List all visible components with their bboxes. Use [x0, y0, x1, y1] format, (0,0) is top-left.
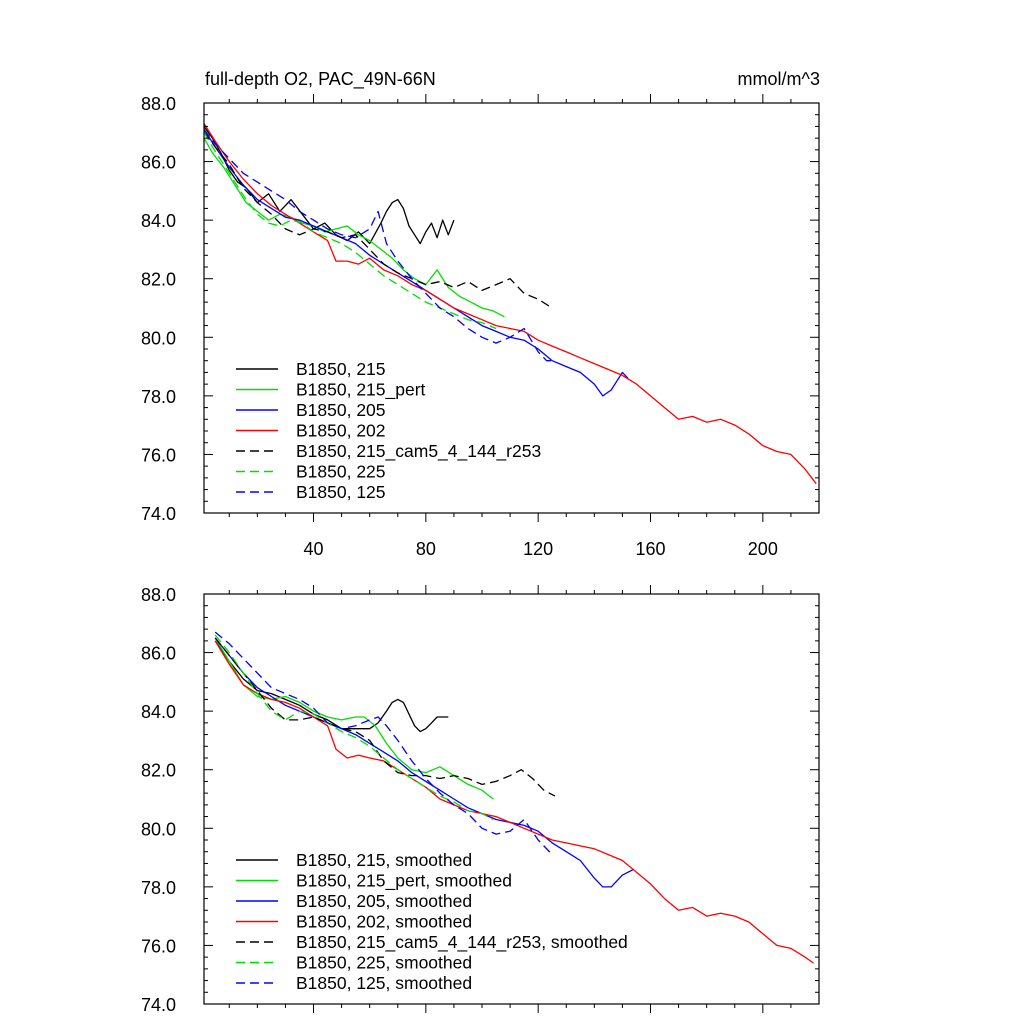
y-tick-label: 88.0	[141, 94, 176, 114]
top-panel-units: mmol/m^3	[738, 69, 820, 89]
top-panel-plot-frame	[203, 102, 820, 514]
y-tick-label: 80.0	[141, 328, 176, 348]
legend-label: B1850, 125	[296, 482, 386, 502]
series-line-5	[214, 637, 556, 797]
series-line-7	[203, 129, 555, 362]
series-line-5	[203, 131, 553, 309]
legend-label: B1850, 125, smoothed	[296, 973, 472, 993]
bottom-panel-axes: 74.0 76.0 78.0 80.0 82.0 84.0 86.0 88.0	[141, 585, 819, 1015]
legend-label: B1850, 202, smoothed	[296, 912, 472, 932]
legend-label: B1850, 215_pert, smoothed	[296, 871, 512, 892]
bottom-panel-plot-frame	[203, 593, 820, 1005]
y-tick-label: 74.0	[141, 995, 176, 1015]
y-tick-label: 82.0	[141, 761, 176, 781]
legend-label: B1850, 215_cam5_4_144_r253, smoothed	[296, 932, 628, 953]
series-line-4	[214, 640, 814, 964]
x-tick-label: 80	[416, 539, 436, 559]
y-tick-label: 84.0	[141, 702, 176, 722]
legend-label: B1850, 202	[296, 421, 386, 441]
y-tick-label: 86.0	[141, 153, 176, 173]
y-tick-label: 84.0	[141, 211, 176, 231]
legend-label: B1850, 215	[296, 359, 386, 379]
x-tick-label: 160	[635, 539, 665, 559]
legend-label: B1850, 225, smoothed	[296, 953, 472, 973]
y-tick-label: 88.0	[141, 585, 176, 605]
x-tick-label: 200	[748, 539, 778, 559]
legend-label: B1850, 205, smoothed	[296, 891, 472, 911]
top-panel: full-depth O2, PAC_49N-66N mmol/m^3 74.0…	[141, 69, 820, 559]
y-tick-label: 78.0	[141, 387, 176, 407]
legend-label: B1850, 225	[296, 462, 386, 482]
x-tick-label: 40	[304, 539, 324, 559]
y-tick-label: 86.0	[141, 644, 176, 664]
y-tick-label: 82.0	[141, 270, 176, 290]
series-line-4	[203, 123, 817, 485]
series-line-2	[214, 637, 494, 800]
series-line-1	[214, 640, 449, 733]
legend-label: B1850, 215_cam5_4_144_r253	[296, 441, 541, 462]
top-panel-axes: 74.0 76.0 78.0 80.0 82.0 84.0 86.0 88.0 40 80 120 1…	[141, 94, 819, 559]
legend-label: B1850, 215, smoothed	[296, 850, 472, 870]
y-tick-label: 74.0	[141, 504, 176, 524]
legend-label: B1850, 205	[296, 400, 386, 420]
series-line-6	[203, 131, 497, 330]
y-tick-label: 80.0	[141, 819, 176, 839]
x-tick-label: 120	[523, 539, 553, 559]
y-tick-label: 78.0	[141, 878, 176, 898]
y-tick-label: 76.0	[141, 936, 176, 956]
legend-label: B1850, 215_pert	[296, 380, 426, 401]
bottom-panel: 74.0 76.0 78.0 80.0 82.0 84.0 86.0 88.0 B1850, …	[141, 585, 820, 1015]
series-line-6	[214, 634, 494, 821]
series-line-7	[214, 631, 553, 856]
top-panel-series-layer	[203, 123, 817, 485]
top-panel-title: full-depth O2, PAC_49N-66N	[205, 69, 436, 90]
bottom-panel-series-layer	[214, 631, 814, 964]
y-tick-label: 76.0	[141, 445, 176, 465]
